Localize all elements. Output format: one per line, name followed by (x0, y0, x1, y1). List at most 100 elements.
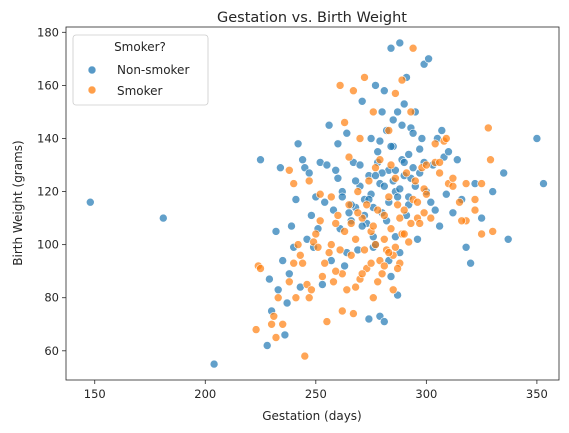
point-non-smoker (331, 166, 341, 175)
point-smoker (284, 277, 294, 287)
point-smoker (448, 174, 458, 183)
point-smoker (353, 187, 363, 196)
x-axis: 150 200 250 300 350 (84, 380, 548, 401)
point-smoker (391, 89, 400, 98)
point-smoker (364, 176, 374, 186)
point-smoker (298, 258, 307, 268)
point-smoker (371, 163, 380, 172)
point-smoker (393, 264, 402, 273)
point-smoker (384, 126, 394, 135)
point-smoker (357, 269, 367, 279)
point-smoker (426, 213, 436, 223)
point-smoker (340, 118, 349, 127)
point-smoker (441, 134, 451, 143)
point-smoker (269, 311, 279, 321)
point-smoker (430, 139, 440, 149)
y-tick-label: 100 (37, 238, 59, 252)
point-non-smoker (342, 128, 352, 138)
point-smoker (267, 319, 276, 329)
point-smoker (342, 285, 352, 295)
point-non-smoker (499, 168, 509, 178)
point-smoker (335, 81, 345, 90)
point-smoker (318, 272, 327, 281)
chart-title: Gestation vs. Birth Weight (217, 10, 407, 26)
point-smoker (386, 160, 396, 170)
point-smoker (335, 245, 345, 255)
point-non-smoker (333, 174, 343, 183)
point-non-smoker (393, 107, 402, 117)
point-smoker (384, 192, 394, 202)
point-smoker (470, 195, 480, 204)
point-smoker (304, 293, 314, 303)
point-smoker (300, 351, 310, 361)
plot-area-frame (65, 26, 560, 381)
point-non-smoker (340, 261, 349, 271)
y-tick-label: 80 (44, 291, 59, 305)
point-smoker (366, 258, 376, 268)
point-non-smoker (366, 134, 376, 143)
point-smoker (379, 261, 389, 271)
point-smoker (477, 229, 486, 239)
point-smoker (371, 240, 380, 249)
point-smoker (457, 216, 467, 226)
point-smoker (289, 258, 299, 268)
point-non-smoker (415, 144, 425, 154)
point-smoker (368, 107, 378, 117)
y-tick-label: 180 (37, 25, 59, 39)
point-non-smoker (397, 120, 407, 130)
point-non-smoker (262, 341, 272, 350)
point-smoker (295, 251, 305, 260)
point-non-smoker (318, 280, 327, 289)
point-smoker (291, 293, 301, 303)
point-non-smoker (395, 38, 405, 48)
point-smoker (410, 176, 420, 186)
point-smoker (470, 205, 480, 215)
point-smoker (379, 211, 389, 220)
point-smoker (337, 306, 347, 316)
point-smoker (355, 134, 365, 143)
point-non-smoker (159, 213, 168, 223)
legend-frame (72, 34, 209, 106)
point-non-smoker (357, 221, 367, 231)
point-non-smoker (488, 187, 498, 196)
point-non-smoker (379, 86, 389, 95)
point-non-smoker (379, 181, 389, 191)
points-layer (86, 38, 548, 369)
y-tick-label: 160 (37, 78, 59, 92)
point-smoker (320, 258, 330, 268)
legend-title: Smoker? (114, 40, 166, 54)
point-non-smoker (355, 160, 365, 170)
point-smoker (360, 73, 369, 82)
point-smoker (486, 155, 495, 164)
point-non-smoker (256, 155, 265, 164)
point-smoker (379, 235, 389, 244)
point-smoker (324, 248, 334, 257)
point-non-smoker (357, 97, 367, 106)
point-non-smoker (209, 359, 219, 369)
point-smoker (435, 158, 444, 167)
point-non-smoker (417, 134, 427, 143)
point-smoker (315, 216, 325, 226)
point-smoker (326, 192, 336, 202)
y-tick-label: 140 (37, 131, 59, 145)
point-smoker (278, 319, 288, 329)
point-smoker (340, 227, 349, 236)
point-non-smoker (466, 258, 475, 268)
point-smoker (333, 211, 343, 220)
point-non-smoker (344, 208, 354, 218)
point-smoker (311, 229, 321, 239)
point-non-smoker (284, 269, 294, 279)
x-tick-label: 200 (194, 387, 216, 401)
point-smoker (346, 251, 356, 260)
point-non-smoker (371, 171, 380, 180)
point-non-smoker (324, 120, 334, 130)
point-non-smoker (298, 155, 307, 164)
x-tick-label: 300 (415, 387, 437, 401)
point-non-smoker (375, 136, 385, 146)
y-axis-label: Birth Weight (grams) (11, 140, 25, 265)
y-tick-label: 120 (37, 185, 59, 199)
point-non-smoker (307, 211, 316, 220)
point-non-smoker (413, 235, 422, 244)
point-smoker (313, 243, 323, 252)
